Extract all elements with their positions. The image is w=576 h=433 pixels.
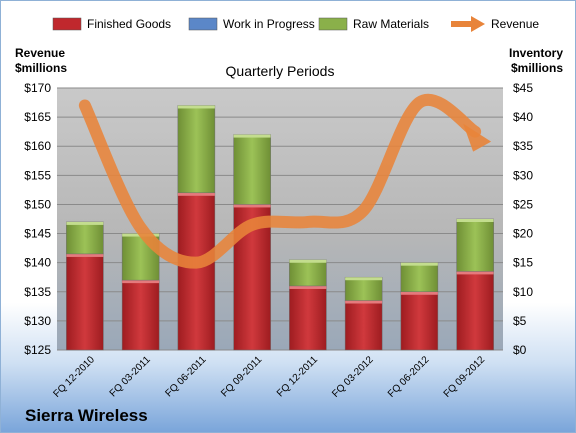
bar-top-highlight xyxy=(400,262,438,266)
bar-raw-materials xyxy=(177,105,216,194)
bar-top-highlight xyxy=(345,300,383,304)
x-tick-label: FQ 12-2011 xyxy=(275,354,320,399)
bar-top-highlight xyxy=(289,285,327,289)
x-tick-label: FQ 03-2012 xyxy=(330,354,376,400)
y-left-tick-label: $160 xyxy=(24,139,51,153)
legend-swatch-revenue-arrow xyxy=(471,16,485,32)
y-left-tick-label: $155 xyxy=(24,168,51,182)
bar-top-highlight xyxy=(456,271,494,275)
y-left-tick-label: $145 xyxy=(24,227,51,241)
bar-finished-goods xyxy=(66,253,104,351)
bar-raw-materials xyxy=(344,276,383,301)
y-left-axis-title-line2: $millions xyxy=(15,61,67,75)
bar-finished-goods xyxy=(456,271,494,351)
legend-swatch-work-in-progress xyxy=(188,17,218,31)
bar-top-highlight xyxy=(233,134,271,138)
legend-label: Work in Progress xyxy=(223,17,315,31)
y-right-tick-label: $30 xyxy=(513,168,533,182)
y-left-tick-label: $125 xyxy=(24,343,51,357)
y-right-tick-label: $15 xyxy=(513,256,533,270)
legend-label: Raw Materials xyxy=(353,17,429,31)
y-right-tick-label: $0 xyxy=(513,343,527,357)
x-tick-label: FQ 12-2010 xyxy=(51,354,97,400)
y-right-axis-title-line1: Inventory xyxy=(509,46,563,60)
bar-top-highlight xyxy=(66,253,104,257)
y-right-tick-label: $40 xyxy=(513,110,533,124)
y-left-tick-label: $135 xyxy=(24,285,51,299)
bar-raw-materials xyxy=(400,262,439,293)
bar-top-highlight xyxy=(456,219,494,222)
revenue-arrowhead xyxy=(463,123,492,152)
x-tick-label: FQ 09-2011 xyxy=(219,354,264,399)
bar-finished-goods xyxy=(289,285,327,351)
y-right-tick-label: $20 xyxy=(513,227,533,241)
bar-top-highlight xyxy=(177,192,215,196)
bar-finished-goods xyxy=(177,192,216,351)
legend-swatch-finished-goods xyxy=(52,17,82,31)
y-left-tick-label: $130 xyxy=(24,314,51,328)
bar-top-highlight xyxy=(289,259,327,263)
bar-top-highlight xyxy=(122,280,160,284)
y-right-axis-title-line2: $millions xyxy=(511,61,563,75)
y-right-tick-label: $5 xyxy=(513,314,527,328)
legend-label: Revenue xyxy=(491,17,539,31)
bar-top-highlight xyxy=(66,221,104,225)
y-right-tick-label: $45 xyxy=(513,81,533,95)
bar-finished-goods xyxy=(344,300,383,351)
x-tick-label: FQ 09-2012 xyxy=(442,354,488,400)
company-name: Sierra Wireless xyxy=(25,406,148,425)
y-left-tick-label: $150 xyxy=(24,197,51,211)
y-right-tick-label: $35 xyxy=(513,139,533,153)
y-right-tick-label: $25 xyxy=(513,197,533,211)
revenue-line xyxy=(78,93,482,269)
y-left-tick-label: $165 xyxy=(24,110,51,124)
x-tick-label: FQ 03-2011 xyxy=(108,354,153,399)
bar-raw-materials xyxy=(456,218,494,272)
legend-label: Finished Goods xyxy=(87,17,171,31)
bar-top-highlight xyxy=(177,105,215,109)
y-right-tick-label: $10 xyxy=(513,285,533,299)
y-left-tick-label: $140 xyxy=(24,256,51,270)
bar-top-highlight xyxy=(345,277,383,281)
bar-finished-goods xyxy=(121,279,160,351)
x-tick-label: FQ 06-2011 xyxy=(164,354,209,399)
x-tick-label: FQ 06-2012 xyxy=(386,354,432,400)
bar-raw-materials xyxy=(66,221,104,255)
bar-raw-materials xyxy=(289,259,327,287)
bar-top-highlight xyxy=(233,204,271,208)
bar-top-highlight xyxy=(400,291,438,295)
chart-subtitle: Quarterly Periods xyxy=(226,63,335,79)
y-left-tick-label: $170 xyxy=(24,81,51,95)
legend-swatch-raw-materials xyxy=(318,17,348,31)
y-left-axis-title-line1: Revenue xyxy=(15,46,65,60)
bar-raw-materials xyxy=(233,134,271,205)
bar-finished-goods xyxy=(400,291,439,351)
